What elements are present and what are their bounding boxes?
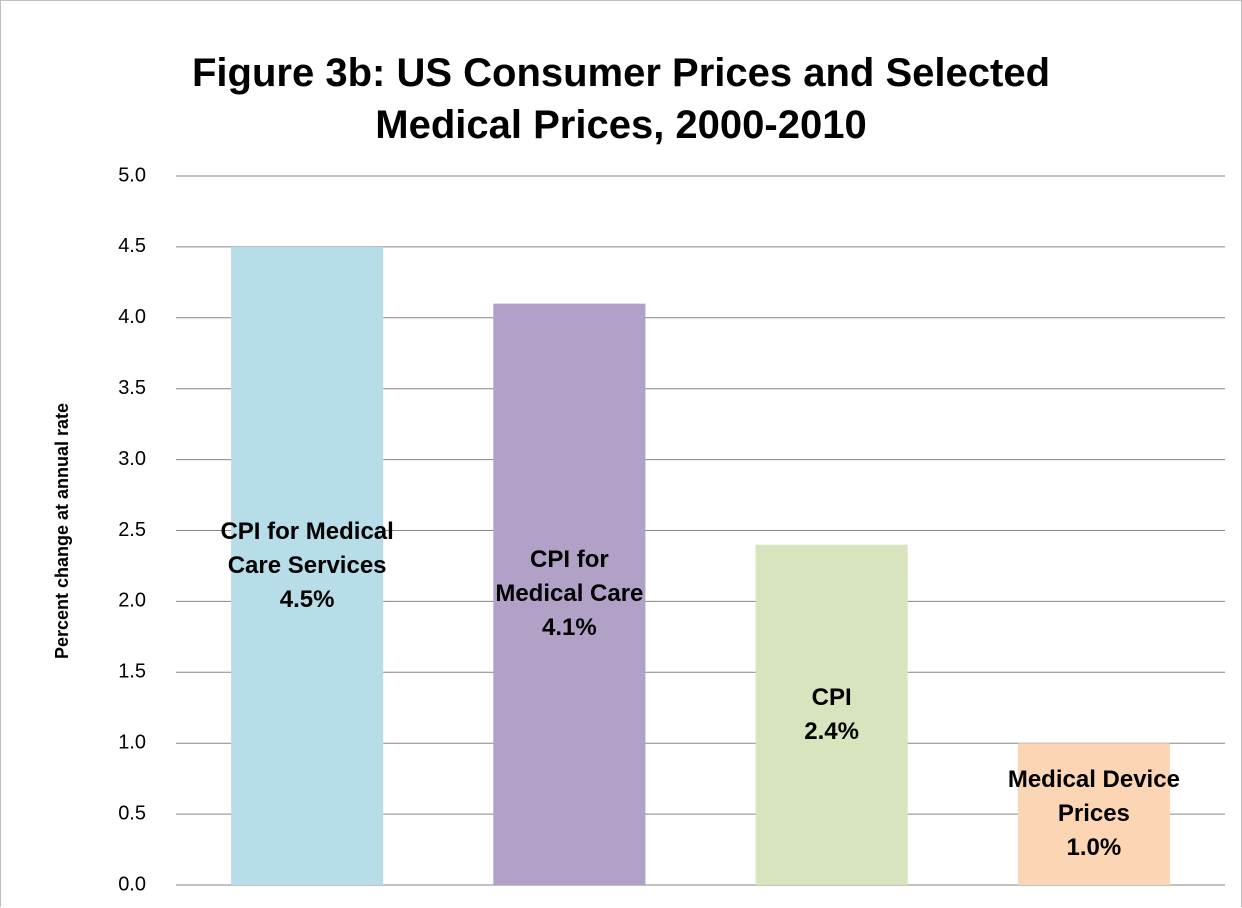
y-tick-label: 3.5 [118, 377, 146, 399]
data-label-value: 4.5% [279, 585, 335, 613]
y-tick-label: 4.0 [118, 306, 146, 328]
data-label-category: CPI [811, 683, 852, 711]
data-label-category: CPI for Medical Care Services [220, 517, 394, 579]
data-label: CPI for Medical Care 4.1% [439, 543, 699, 645]
y-tick-label: 3.0 [118, 448, 146, 470]
bar [1017, 743, 1170, 885]
bar [755, 544, 908, 885]
y-axis-label: Percent change at annual rate [52, 403, 72, 659]
data-label: Medical Device Prices 1.0% [964, 763, 1224, 865]
data-label-value: 2.4% [804, 717, 859, 745]
y-tick-label: 1.0 [118, 731, 146, 753]
y-tick-label: 5.0 [118, 164, 146, 186]
y-tick-label: 0.5 [118, 802, 146, 824]
y-tick-label: 4.5 [118, 235, 146, 257]
y-tick-label: 0.0 [118, 873, 146, 895]
y-tick-label: 1.5 [118, 661, 146, 683]
y-tick-label: 2.5 [118, 519, 146, 541]
bar [493, 303, 646, 885]
data-label: CPI 2.4% [702, 681, 962, 749]
data-label-category: CPI for Medical Care [495, 546, 644, 608]
bar [231, 246, 384, 885]
data-label-value: 4.1% [542, 614, 597, 642]
data-label-category: Medical Device Prices [1007, 766, 1180, 828]
y-tick-label: 2.0 [118, 590, 146, 612]
chart-title: Figure 3b: US Consumer Prices and Select… [191, 51, 1051, 147]
data-label-value: 1.0% [1066, 834, 1122, 862]
data-label: CPI for Medical Care Services 4.5% [177, 515, 437, 617]
